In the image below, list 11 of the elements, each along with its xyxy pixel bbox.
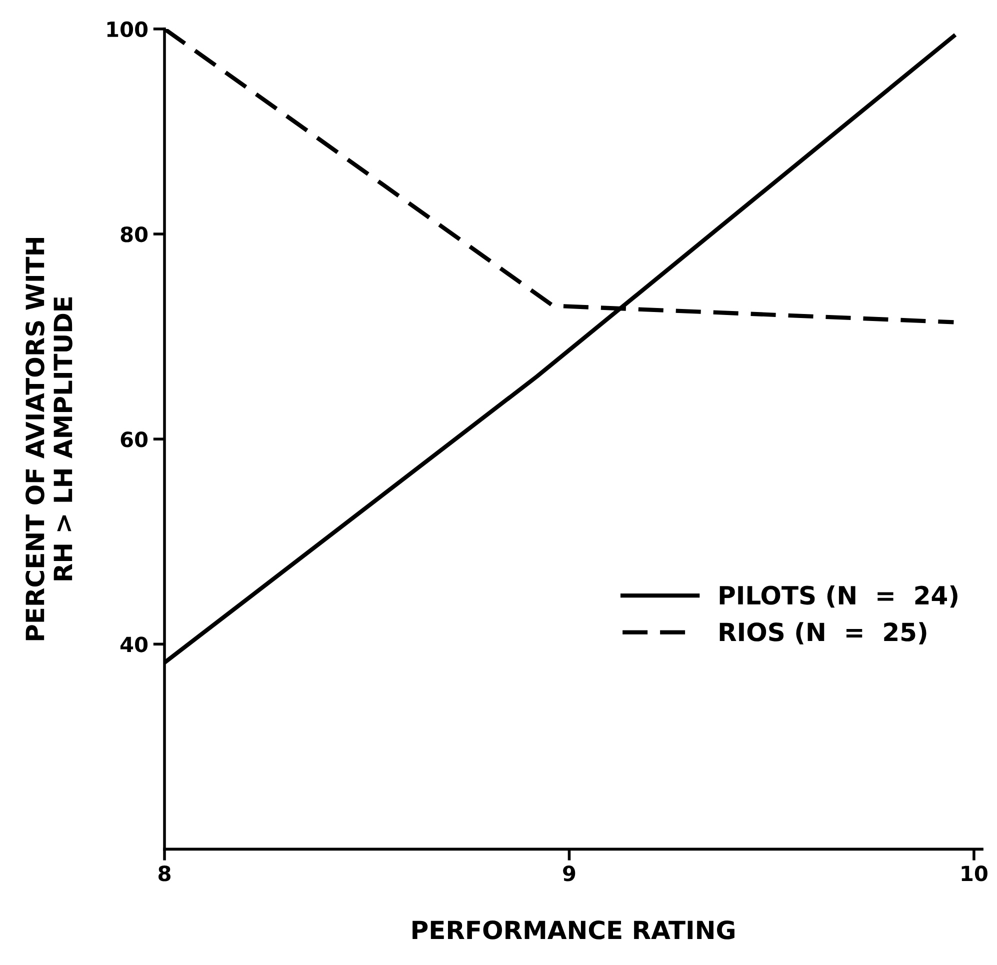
y-tick-label: 40 (120, 636, 148, 652)
legend-label: PILOTS (N = 24) (720, 585, 958, 608)
x-tick-label: 9 (563, 866, 576, 882)
y-tick-label: 60 (120, 432, 148, 448)
legend-label: RIOS (N = 25) (720, 622, 926, 644)
x-tick-label: 10 (962, 866, 988, 882)
y-tick-label: 100 (107, 21, 148, 38)
x-tick-label: 8 (158, 866, 170, 882)
y-axis-title: PERCENT OF AVIATORS WITH RH > LH AMPLITUDE (26, 238, 72, 640)
y-tick-label: 80 (120, 226, 148, 242)
x-axis-title: PERFORMANCE RATING (412, 920, 734, 940)
